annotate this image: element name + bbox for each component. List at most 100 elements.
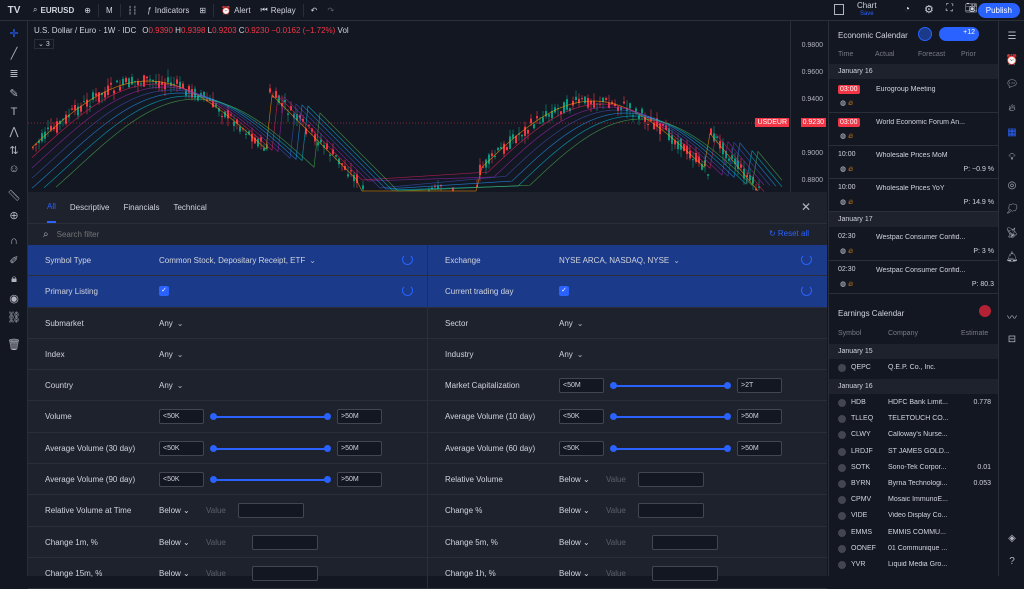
checkbox[interactable]: ✓ (159, 286, 169, 297)
interval-button[interactable]: M (105, 5, 113, 15)
earnings-row[interactable]: TLLEQ TELETOUCH CO... (829, 411, 999, 427)
lock-drawings-icon[interactable]: ✐ (9, 254, 19, 267)
earnings-row[interactable]: VIDE Video Display Co... (829, 508, 999, 524)
range-min-input[interactable]: <50K (159, 440, 204, 456)
tab-financials[interactable]: Financials (123, 203, 160, 212)
economic-event-row[interactable]: 10:00 Wholesale Prices MoM ◍ 🔥︎ P: −0.9 … (829, 146, 999, 179)
filter-dropdown[interactable]: Any ⌄ (559, 319, 584, 328)
range-max-input[interactable]: >50M (737, 409, 782, 425)
legend-collapse-button[interactable]: ⌄ 3 (34, 39, 54, 49)
earnings-row[interactable]: EMMS EMMIS COMMU... (829, 525, 999, 541)
watchlist-icon[interactable]: ☰ (1007, 30, 1017, 42)
range-slider-max-handle[interactable] (324, 444, 331, 452)
help-icon[interactable]: ? (1009, 555, 1015, 567)
filter-dropdown[interactable]: Any ⌄ (559, 350, 584, 359)
range-slider-min-handle[interactable] (210, 444, 217, 452)
value-input[interactable] (252, 565, 318, 581)
lock-icon[interactable]: 🔒︎ (11, 272, 17, 285)
prediction-icon[interactable]: ⇅ (9, 144, 19, 157)
filter-dropdown[interactable]: NYSE ARCA, NASDAQ, NYSE ⌄ (559, 256, 680, 265)
range-max-input[interactable]: >2T (737, 378, 782, 394)
ruler-icon[interactable]: 📏︎ (7, 189, 21, 202)
range-slider-min-handle[interactable] (610, 382, 617, 390)
trend-line-icon[interactable]: ╱ (10, 47, 18, 60)
text-icon[interactable]: T (10, 106, 18, 118)
economic-event-row[interactable]: 02:30 Westpac Consumer Confid... ◍ 🔥︎ P:… (829, 228, 999, 261)
checkbox[interactable]: ✓ (559, 286, 569, 297)
range-min-input[interactable]: <50M (559, 378, 604, 394)
range-max-input[interactable]: >50M (337, 440, 382, 456)
earnings-row[interactable]: BYRN Byrna Technologi... 0.053 (829, 476, 999, 492)
layers-icon[interactable]: ◈ (1008, 532, 1016, 544)
eye-icon[interactable]: ◉ (9, 292, 19, 305)
reset-all-button[interactable]: ↻ Reset all (769, 229, 809, 238)
chat-icon[interactable]: 💬︎ (1005, 78, 1019, 90)
crosshair-icon[interactable]: ✛ (9, 27, 19, 40)
link-icon[interactable]: ⛓ (7, 311, 21, 324)
earnings-row[interactable]: LRDJF ST JAMES GOLD... (829, 444, 999, 460)
country-flags-button[interactable]: +12 (939, 27, 979, 41)
range-min-input[interactable]: <50K (159, 472, 204, 488)
refresh-icon[interactable] (402, 254, 413, 265)
range-slider-track[interactable] (213, 479, 328, 482)
value-input[interactable] (638, 503, 704, 519)
range-slider-track[interactable] (613, 447, 728, 450)
symbol-search[interactable]: ⌕ EURUSD (28, 0, 79, 21)
economic-event-row[interactable]: 02:30 Westpac Consumer Confid... ◍ 🔥︎ P:… (829, 261, 999, 294)
range-min-input[interactable]: <50K (559, 409, 604, 425)
filter-dropdown[interactable]: Common Stock, Depositary Receipt, ETF ⌄ (159, 256, 316, 265)
condition-dropdown[interactable]: Below ⌄ (159, 538, 190, 547)
refresh-icon[interactable] (801, 285, 812, 297)
magnet-icon[interactable]: ∩ (10, 235, 18, 247)
condition-dropdown[interactable]: Below ⌄ (159, 569, 190, 578)
condition-dropdown[interactable]: Below ⌄ (559, 475, 590, 484)
condition-dropdown[interactable]: Below ⌄ (559, 569, 590, 578)
range-max-input[interactable]: >50M (737, 440, 782, 456)
economic-event-row[interactable]: 03:00 Eurogroup Meeting ◍ 🔥︎ (829, 80, 999, 113)
earnings-row[interactable]: QEPC Q.E.P. Co., Inc. (829, 360, 999, 376)
range-slider-min-handle[interactable] (610, 444, 617, 452)
range-min-input[interactable]: <50K (559, 440, 604, 456)
value-input[interactable] (252, 534, 318, 550)
range-slider-min-handle[interactable] (610, 413, 617, 421)
refresh-icon[interactable] (402, 285, 413, 297)
calendar-filter-icon[interactable] (918, 27, 932, 41)
value-input[interactable] (238, 503, 304, 519)
range-slider-max-handle[interactable] (724, 444, 731, 452)
price-axis[interactable]: 0.9800 0.9600 0.9400 0.9000 0.8800 0.923… (790, 21, 827, 192)
filter-dropdown[interactable]: Any ⌄ (159, 381, 184, 390)
tab-technical[interactable]: Technical (173, 203, 207, 212)
range-slider-min-handle[interactable] (210, 413, 217, 421)
range-slider-max-handle[interactable] (724, 413, 731, 421)
dom-icon[interactable]: ⊟ (1007, 333, 1017, 345)
earnings-row[interactable]: YVR Liquid Media Gro... (829, 557, 999, 573)
earnings-row[interactable]: CLWY Calloway's Nurse... (829, 427, 999, 443)
publish-button[interactable]: Publish (977, 3, 1020, 18)
value-input[interactable] (652, 565, 718, 581)
filter-dropdown[interactable]: Any ⌄ (159, 350, 184, 359)
range-slider-track[interactable] (213, 416, 328, 419)
indicators-button[interactable]: ƒ Indicators (142, 0, 194, 21)
range-slider-max-handle[interactable] (324, 413, 331, 421)
pulse-icon[interactable]: 〰 (1007, 312, 1017, 324)
economic-event-row[interactable]: 10:00 Wholesale Prices YoY ◍ 🔥︎ P: 14.9 … (829, 179, 999, 212)
trash-icon[interactable]: 🗑︎ (7, 338, 21, 351)
range-slider-max-handle[interactable] (324, 476, 331, 484)
hotlist-icon[interactable]: 🔥︎ (1008, 102, 1016, 114)
earnings-row[interactable]: OONEF 01 Communique ... (829, 541, 999, 557)
range-slider-min-handle[interactable] (210, 476, 217, 484)
value-input[interactable] (638, 472, 704, 488)
chart-save-button[interactable]: Chart Save (857, 2, 877, 18)
stream-icon[interactable]: ◎ (1007, 179, 1017, 191)
earnings-row[interactable]: CPMV Mosaic ImmunoE... (829, 492, 999, 508)
us-flag-icon[interactable] (979, 305, 991, 317)
redo-button[interactable]: ↷ (322, 0, 339, 21)
condition-dropdown[interactable]: Below ⌄ (559, 538, 590, 547)
chart-type-button[interactable]: ┆┆ (123, 0, 143, 21)
settings-icon[interactable]: ⚙ (924, 4, 934, 16)
earnings-row[interactable]: SOTK Sono-Tek Corpor... 0.01 (829, 460, 999, 476)
signal-icon[interactable]: 📡︎ (1005, 227, 1019, 239)
alert-button[interactable]: ⏰ Alert (216, 0, 255, 21)
close-icon[interactable]: ✕ (800, 200, 811, 214)
range-slider-track[interactable] (613, 385, 728, 388)
